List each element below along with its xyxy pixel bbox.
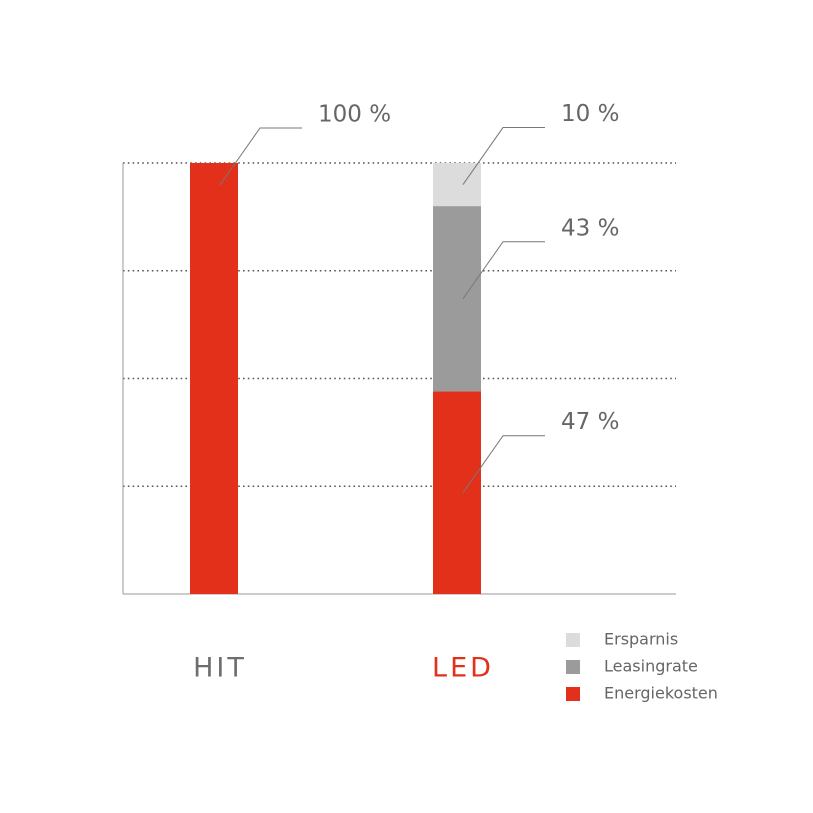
value-label: 43 % bbox=[561, 215, 619, 241]
bar-segment bbox=[433, 206, 481, 392]
bar-segment bbox=[190, 163, 238, 594]
legend-swatch bbox=[566, 687, 580, 701]
leader-line bbox=[462, 127, 545, 185]
value-label: 47 % bbox=[561, 409, 619, 435]
value-label: 100 % bbox=[318, 102, 391, 128]
x-tick-label: HIT bbox=[193, 653, 247, 684]
legend-swatch bbox=[566, 660, 580, 674]
leader-line bbox=[219, 127, 302, 186]
legend-label: Leasingrate bbox=[604, 657, 698, 676]
x-tick-label: LED bbox=[432, 653, 494, 684]
bar-segment bbox=[433, 391, 481, 594]
legend-swatch bbox=[566, 633, 580, 647]
leader-line bbox=[462, 435, 545, 494]
legend-label: Ersparnis bbox=[604, 630, 678, 649]
value-label: 10 % bbox=[561, 101, 619, 127]
legend-label: Energiekosten bbox=[604, 684, 718, 703]
leader-line bbox=[462, 241, 545, 300]
